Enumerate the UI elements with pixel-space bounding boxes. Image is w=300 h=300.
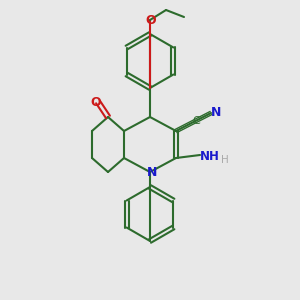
Text: H: H [221,155,229,165]
Text: C: C [192,116,200,126]
Text: O: O [146,14,156,28]
Text: O: O [91,95,101,109]
Text: N: N [211,106,221,118]
Text: N: N [147,167,157,179]
Text: NH: NH [200,149,220,163]
